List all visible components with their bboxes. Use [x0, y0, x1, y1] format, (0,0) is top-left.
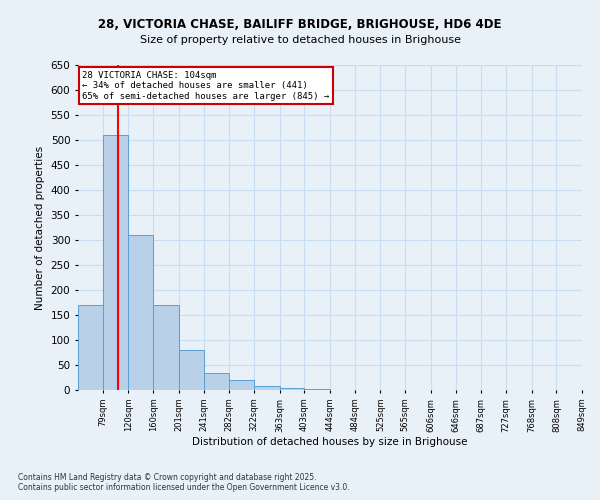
Text: Contains public sector information licensed under the Open Government Licence v3: Contains public sector information licen… [18, 484, 350, 492]
Bar [179, 350, 203, 390]
Text: 28 VICTORIA CHASE: 104sqm
← 34% of detached houses are smaller (441)
65% of semi: 28 VICTORIA CHASE: 104sqm ← 34% of detac… [82, 71, 329, 101]
Bar [304, 389, 330, 390]
Bar [229, 380, 254, 390]
Bar [254, 386, 280, 390]
Text: Contains HM Land Registry data © Crown copyright and database right 2025.: Contains HM Land Registry data © Crown c… [18, 472, 317, 482]
Text: Size of property relative to detached houses in Brighouse: Size of property relative to detached ho… [139, 35, 461, 45]
Bar [128, 235, 153, 390]
Y-axis label: Number of detached properties: Number of detached properties [35, 146, 45, 310]
Bar [103, 135, 128, 390]
Bar [153, 305, 179, 390]
Text: 28, VICTORIA CHASE, BAILIFF BRIDGE, BRIGHOUSE, HD6 4DE: 28, VICTORIA CHASE, BAILIFF BRIDGE, BRIG… [98, 18, 502, 30]
Bar [78, 305, 103, 390]
Bar [280, 388, 304, 390]
X-axis label: Distribution of detached houses by size in Brighouse: Distribution of detached houses by size … [192, 437, 468, 447]
Bar [203, 372, 229, 390]
